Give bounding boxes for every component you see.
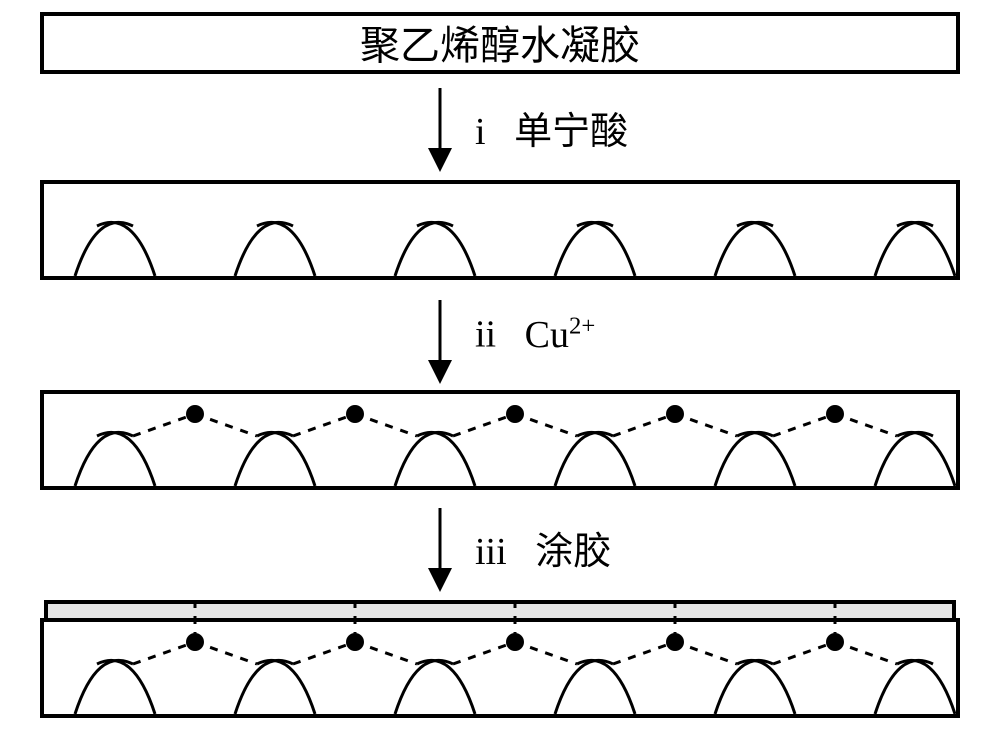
panel-4-coating [44, 600, 956, 618]
panel-4 [40, 618, 960, 718]
step-2-index: ii [475, 314, 496, 356]
step-3-index: iii [475, 531, 507, 573]
step-1-text: 单宁酸 [514, 111, 628, 153]
step-2-label: ii Cu2+ [475, 312, 595, 357]
step-1-label: i 单宁酸 [475, 100, 628, 155]
panel-1-title: 聚乙烯醇水凝胶 [360, 13, 640, 71]
step-2-text: Cu2+ [525, 314, 596, 356]
step-3-label: iii 涂胶 [475, 520, 611, 575]
panel-2 [40, 180, 960, 280]
step-1-index: i [475, 111, 486, 153]
diagram-canvas: 聚乙烯醇水凝胶 i 单宁酸 ii Cu2+ iii 涂胶 [0, 0, 1000, 732]
step-3-text: 涂胶 [535, 531, 611, 573]
panel-3 [40, 390, 960, 490]
panel-1: 聚乙烯醇水凝胶 [40, 12, 960, 74]
